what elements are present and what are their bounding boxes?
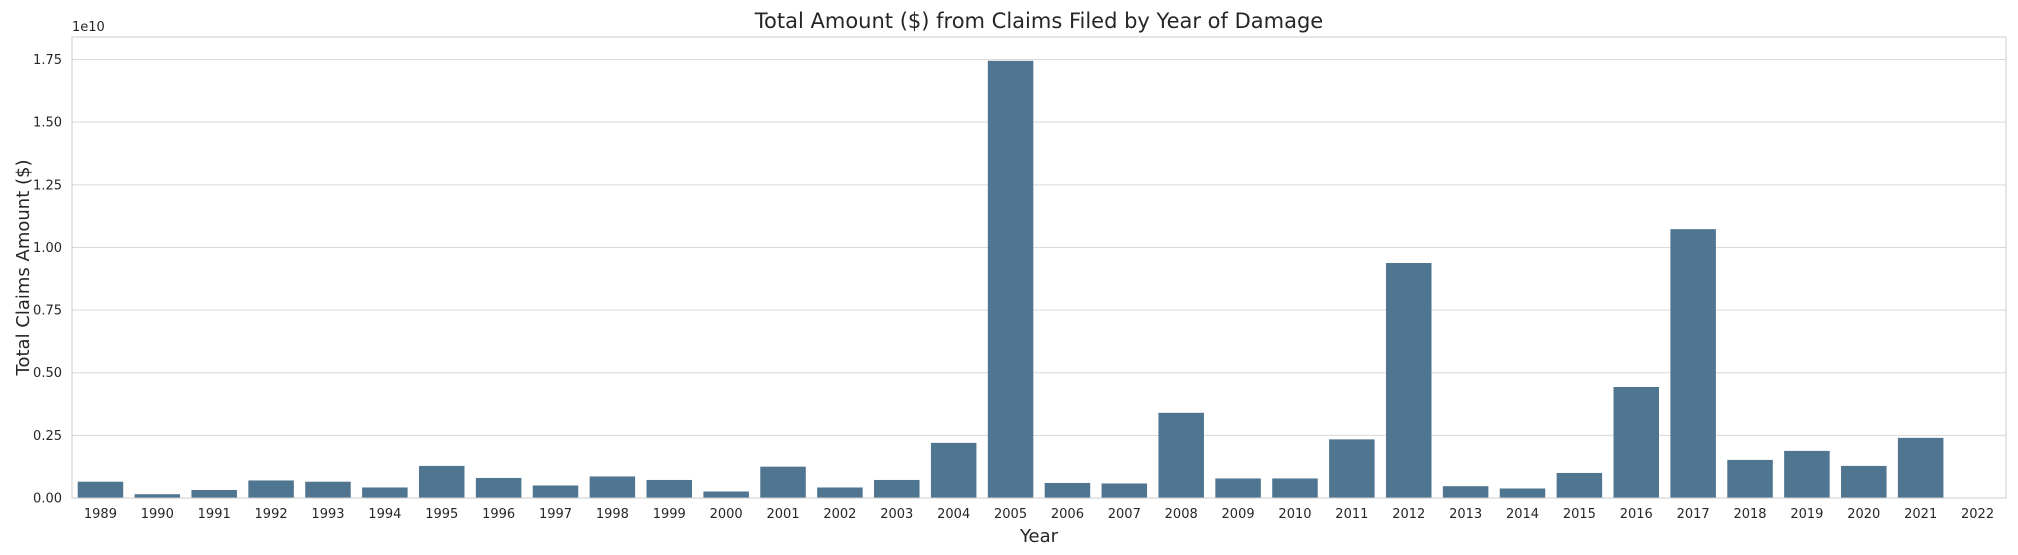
y-tick-label: 1.25 (33, 178, 62, 193)
x-tick-label: 2005 (994, 507, 1027, 522)
x-tick-label: 2008 (1165, 507, 1198, 522)
bar-2013 (1442, 486, 1489, 498)
bar-2004 (930, 442, 977, 498)
bar-1997 (532, 485, 579, 498)
chart-title: Total Amount ($) from Claims Filed by Ye… (754, 9, 1323, 33)
bar-1992 (248, 480, 294, 498)
bars (77, 60, 1944, 498)
bar-2005 (987, 60, 1034, 498)
bar-2001 (760, 466, 806, 498)
bar-1993 (305, 481, 351, 498)
x-tick-label: 2011 (1335, 507, 1368, 522)
bar-2014 (1499, 488, 1546, 498)
bar-1994 (362, 487, 408, 498)
bar-1991 (191, 489, 237, 498)
x-tick-label: 1995 (425, 507, 458, 522)
x-tick-label: 2018 (1733, 507, 1766, 522)
x-tick-label: 2013 (1449, 507, 1482, 522)
x-tick-label: 2014 (1506, 507, 1539, 522)
x-tick-label: 2015 (1563, 507, 1596, 522)
x-tick-label: 1994 (368, 507, 401, 522)
bar-2012 (1385, 262, 1432, 498)
x-tick-label: 2004 (937, 507, 970, 522)
x-tick-label: 2012 (1392, 507, 1425, 522)
bar-1990 (134, 494, 181, 498)
x-tick-label: 1999 (653, 507, 686, 522)
bar-2006 (1044, 482, 1091, 498)
x-tick-label: 2021 (1904, 507, 1937, 522)
bar-2020 (1841, 465, 1887, 498)
y-tick-label: 0.00 (33, 492, 62, 507)
y-tick-label: 0.75 (33, 304, 62, 319)
bar-2010 (1272, 478, 1318, 498)
bar-1999 (646, 479, 693, 498)
y-tick-label: 0.25 (33, 429, 62, 444)
x-tick-label: 1989 (84, 507, 117, 522)
bar-1996 (475, 477, 522, 498)
x-tick-label: 1990 (141, 507, 174, 522)
x-tick-labels: 1989 1990 1991 1992 1993 1994 1995 1996 1997 1998… (84, 507, 1994, 522)
y-tick-label: 1.75 (33, 53, 62, 68)
x-tick-label: 2020 (1847, 507, 1880, 522)
bar-2002 (817, 487, 863, 498)
x-tick-label: 1998 (596, 507, 629, 522)
x-tick-label: 2000 (710, 507, 743, 522)
x-tick-label: 1991 (198, 507, 231, 522)
bar-1989 (77, 481, 124, 498)
bar-2000 (703, 491, 749, 498)
x-tick-label: 2010 (1278, 507, 1311, 522)
y-tick-label: 1.50 (33, 116, 62, 131)
x-tick-label: 1996 (482, 507, 515, 522)
bar-2018 (1727, 459, 1773, 498)
y-tick-labels: 0.00 0.25 0.50 0.75 1.00 1.25 1.50 1.75 (33, 53, 62, 506)
plot-frame (71, 36, 2007, 499)
x-tick-label: 2017 (1677, 507, 1710, 522)
x-tick-label: 1993 (311, 507, 344, 522)
bar-1995 (418, 465, 465, 498)
bar-2015 (1556, 472, 1603, 498)
x-tick-label: 2002 (823, 507, 856, 522)
x-tick-label: 2001 (766, 507, 799, 522)
x-tick-label: 2009 (1222, 507, 1255, 522)
bar-2008 (1158, 412, 1204, 498)
x-axis-label: Year (1019, 526, 1059, 547)
bar-2019 (1784, 450, 1830, 498)
bar-2003 (874, 479, 920, 498)
x-tick-label: 1992 (255, 507, 288, 522)
y-tick-label: 1.00 (33, 241, 62, 256)
x-tick-label: 2003 (880, 507, 913, 522)
bar-2007 (1101, 483, 1148, 498)
x-tick-label: 2022 (1961, 507, 1994, 522)
x-tick-label: 2016 (1620, 507, 1653, 522)
x-tick-label: 1997 (539, 507, 572, 522)
y-axis-offset-label: 1e10 (72, 20, 105, 35)
y-tick-label: 0.50 (33, 366, 62, 381)
x-tick-label: 2019 (1790, 507, 1823, 522)
bar-2017 (1670, 229, 1716, 498)
bar-2021 (1897, 437, 1944, 498)
x-tick-label: 2006 (1051, 507, 1084, 522)
x-tick-label: 2007 (1108, 507, 1141, 522)
bar-1998 (589, 476, 636, 498)
y-axis-label: Total Claims Amount ($) (13, 160, 34, 377)
bar-2011 (1329, 439, 1375, 498)
bar-2009 (1215, 478, 1261, 498)
bar-2016 (1613, 387, 1660, 498)
